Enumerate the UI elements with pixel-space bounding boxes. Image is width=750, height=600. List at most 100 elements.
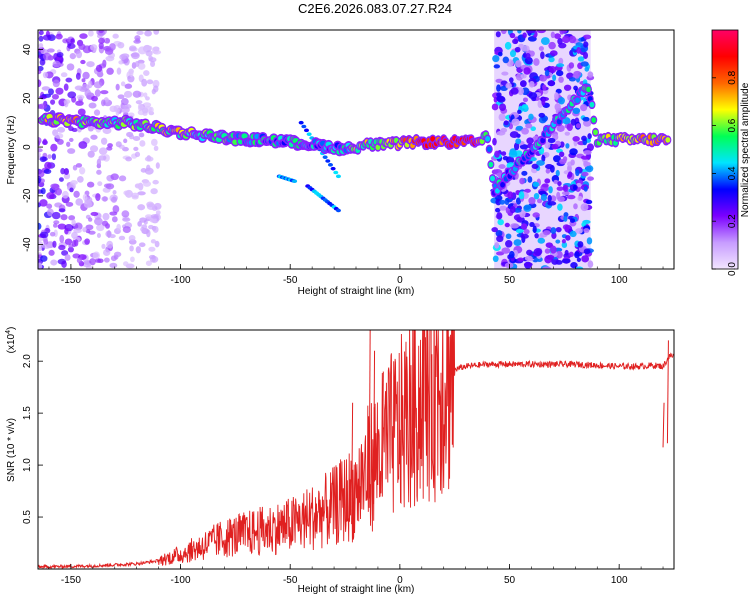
noise-blob (153, 145, 159, 152)
noise-blob (115, 141, 122, 148)
snr-y-label: SNR (10 * v/v) (6, 418, 17, 482)
noise-blob (85, 224, 94, 231)
noise-blob (523, 262, 533, 267)
noise-blob (545, 168, 551, 174)
noise-blob (46, 208, 54, 217)
noise-blob (558, 76, 564, 83)
noise-blob (137, 103, 142, 112)
noise-blob (572, 184, 577, 191)
noise-blob (63, 100, 69, 108)
noise-blob (70, 38, 75, 44)
noise-blob (580, 203, 589, 212)
noise-blob (495, 31, 501, 38)
noise-blob (68, 126, 74, 132)
noise-blob (547, 137, 556, 144)
noise-blob (98, 30, 104, 34)
noise-blob (540, 51, 545, 60)
noise-blob (150, 60, 156, 67)
colorbar-ticks: 0.0 0.2 0.4 0.6 0.8 (712, 70, 738, 276)
noise-blob (573, 203, 578, 210)
noise-blob (42, 52, 52, 61)
noise-blob (38, 222, 42, 230)
spectrogram-y-label: Frequency (Hz) (6, 116, 17, 185)
noise-blob (564, 249, 569, 256)
noise-blob (95, 64, 103, 73)
noise-blob (520, 223, 528, 230)
noise-blob (533, 58, 540, 66)
noise-blob (519, 177, 525, 185)
noise-blob (515, 138, 522, 145)
noise-blob (66, 141, 71, 147)
noise-blob (58, 244, 66, 251)
noise-blob (500, 127, 508, 133)
noise-blob (575, 123, 581, 129)
noise-blob (523, 205, 531, 210)
noise-blob (563, 215, 568, 222)
noise-blob (38, 79, 42, 88)
snr-x-tick-label: -150 (61, 575, 81, 586)
noise-blob (145, 96, 150, 101)
noise-blob (98, 42, 104, 50)
noise-blob (118, 235, 126, 241)
noise-blob (127, 75, 135, 83)
noise-blob (499, 103, 507, 112)
noise-blob (98, 155, 107, 161)
noise-blob (141, 78, 148, 87)
colorbar-tick-label: 0.4 (727, 166, 738, 180)
noise-blob (576, 182, 582, 188)
noise-blob (520, 80, 527, 88)
noise-blob (572, 107, 581, 115)
noise-blob (587, 260, 594, 268)
noise-blob (575, 228, 583, 234)
branch-blob (301, 124, 307, 129)
noise-blob (38, 136, 42, 145)
ridge-core (665, 137, 671, 143)
noise-blob (587, 71, 594, 78)
noise-blob (104, 48, 114, 55)
noise-blob (67, 246, 74, 253)
noise-blob (532, 212, 540, 218)
snr-line (38, 330, 674, 569)
noise-blob (83, 200, 93, 209)
noise-blob (82, 227, 87, 233)
noise-blob (118, 175, 127, 182)
noise-blob (569, 148, 578, 156)
noise-blob (52, 79, 60, 88)
noise-blob (496, 235, 504, 243)
noise-blob (581, 255, 590, 263)
noise-blob (123, 138, 128, 144)
noise-blob (577, 241, 584, 248)
noise-blob (497, 51, 503, 57)
spectrogram-y-tick-label: 40 (22, 44, 33, 56)
noise-blob (87, 150, 95, 158)
noise-blob (57, 223, 67, 230)
noise-blob (565, 224, 570, 232)
noise-blob (141, 107, 149, 114)
noise-blob (50, 259, 58, 266)
noise-blob (76, 176, 84, 183)
noise-blob (586, 143, 594, 152)
noise-blob (556, 186, 564, 191)
noise-blob (529, 221, 535, 228)
colorbar-tick-label: 0.8 (727, 70, 738, 84)
noise-blob (508, 77, 514, 83)
noise-blob (42, 34, 52, 41)
noise-blob (139, 140, 146, 147)
noise-blob (147, 45, 153, 51)
noise-blob (39, 199, 48, 207)
noise-blob (98, 147, 108, 155)
noise-blob (504, 222, 510, 228)
noise-blob (548, 41, 556, 50)
noise-blob (80, 59, 86, 65)
noise-blob (149, 106, 154, 114)
noise-blob (580, 61, 589, 67)
noise-blob (536, 198, 543, 204)
snr-plot-area (38, 330, 674, 569)
noise-blob (104, 37, 111, 44)
noise-blob (60, 214, 68, 221)
noise-blob (129, 45, 137, 51)
branch-blob (325, 159, 331, 163)
noise-blob (120, 106, 130, 114)
noise-blob (71, 231, 78, 239)
